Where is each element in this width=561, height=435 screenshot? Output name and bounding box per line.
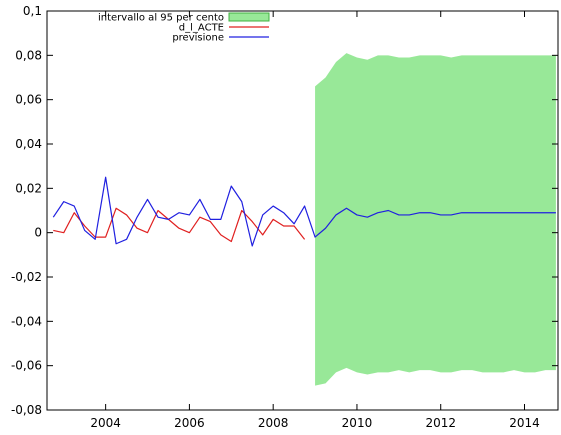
- legend-label: d_l_ACTE: [179, 23, 224, 34]
- x-tick-label: 2004: [90, 416, 121, 430]
- plot-frame: [46, 10, 559, 411]
- legend-label: previsione: [172, 33, 224, 44]
- x-tick-label: 2006: [174, 416, 205, 430]
- series-lines-layer: [52, 176, 556, 247]
- legend: intervallo al 95 per centod_l_ACTEprevis…: [98, 12, 270, 44]
- axis-layer: -0,08 -0,06 -0,04 -0,02 0 0,02 0,04 0,06 0,08 0,1…: [11, 4, 558, 430]
- x-tick-label: 2008: [258, 416, 289, 430]
- y-tick-label: 0,1: [23, 4, 42, 18]
- y-tick-label: 0,06: [15, 93, 42, 107]
- y-tick-label: -0,06: [11, 359, 42, 373]
- legend-swatch-band: [228, 12, 270, 22]
- confidence-band-layer: [315, 53, 556, 386]
- x-tick-label: 2012: [425, 416, 456, 430]
- x-tick-label: 2014: [509, 416, 540, 430]
- series-line-forecast: [52, 176, 556, 247]
- confidence-band-area: [315, 53, 556, 386]
- y-tick-label: 0: [34, 226, 42, 240]
- y-tick-label: -0,02: [11, 270, 42, 284]
- y-tick-label: 0,08: [15, 48, 42, 62]
- legend-label: intervallo al 95 per cento: [98, 13, 224, 24]
- y-tick-label: 0,02: [15, 181, 42, 195]
- y-tick-label: -0,08: [11, 403, 42, 417]
- y-tick-label: 0,04: [15, 137, 42, 151]
- y-tick-label: -0,04: [11, 314, 42, 328]
- x-tick-label: 2010: [342, 416, 373, 430]
